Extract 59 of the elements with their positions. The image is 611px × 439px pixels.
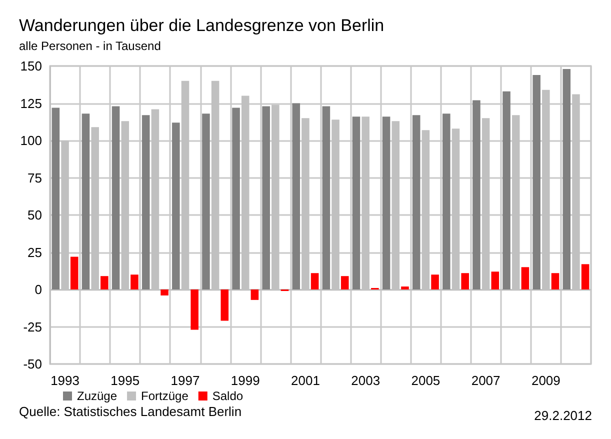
x-tick-label: 2003: [351, 373, 380, 388]
bar: [250, 290, 259, 300]
x-tick-label: 2009: [531, 373, 560, 388]
y-tick-label: 150: [20, 58, 42, 74]
x-tick-label: 2005: [411, 373, 440, 388]
bar: [382, 116, 390, 290]
y-tick-label: -50: [23, 356, 42, 372]
bar: [472, 100, 480, 290]
x-tick-label: 1999: [230, 373, 260, 388]
x-tick-label: 2007: [471, 373, 500, 388]
bar: [70, 256, 78, 290]
bar: [532, 74, 540, 290]
bar: [340, 276, 349, 290]
bar: [581, 264, 590, 290]
bar: [310, 273, 319, 290]
y-tick-label: 50: [28, 208, 42, 222]
bar: [232, 108, 240, 290]
bar: [352, 116, 360, 290]
bar: [502, 91, 510, 290]
bar: [521, 267, 530, 290]
y-tick-label: 75: [28, 170, 42, 186]
legend-label: Saldo: [212, 389, 244, 403]
text: 29.2.2012: [534, 408, 592, 423]
y-tick-label: 100: [20, 133, 42, 148]
bar: [562, 68, 571, 290]
bar: [100, 276, 108, 290]
y-tick-label: 25: [28, 244, 42, 260]
bar: [461, 273, 469, 290]
bar: [401, 286, 409, 290]
bar: [322, 106, 330, 290]
bar: [431, 274, 439, 290]
bar: [190, 290, 198, 330]
bar: [172, 122, 180, 290]
chart-subtitle: alle Personen - in Tausend: [19, 39, 161, 53]
legend-label: Fortzüge: [141, 389, 189, 403]
bar: [202, 114, 210, 290]
bar: [292, 103, 300, 290]
bar: [551, 273, 560, 290]
y-tick-label: -25: [23, 319, 42, 334]
bar: [442, 114, 450, 290]
chart-title: Wanderungen über die Landesgrenze von Berlin: [19, 16, 384, 35]
bar: [142, 115, 150, 290]
x-tick-label: 2001: [291, 373, 320, 388]
legend-label: Zuzüge: [77, 389, 118, 403]
bar: [112, 106, 120, 290]
y-tick-label: 0: [34, 282, 42, 297]
x-tick-label: 1993: [50, 373, 80, 388]
x-tick-label: 1995: [110, 373, 140, 388]
bar: [262, 106, 270, 290]
bar: [160, 290, 168, 296]
bar: [82, 114, 90, 290]
x-tick-label: 1997: [170, 373, 200, 388]
bar: [52, 108, 60, 290]
y-tick-label: 125: [20, 96, 42, 111]
bar: [130, 274, 138, 290]
bar: [412, 115, 420, 290]
source-note: Quelle: Statistisches Landesamt Berlin: [19, 404, 242, 419]
bar: [220, 290, 229, 321]
bar: [491, 272, 500, 290]
